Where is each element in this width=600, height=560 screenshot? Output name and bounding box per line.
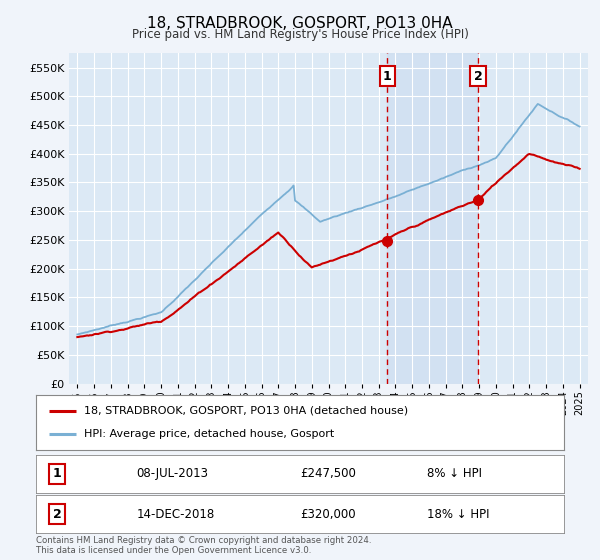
Text: £247,500: £247,500 xyxy=(300,467,356,480)
Text: 18, STRADBROOK, GOSPORT, PO13 0HA: 18, STRADBROOK, GOSPORT, PO13 0HA xyxy=(147,16,453,31)
Text: 1: 1 xyxy=(53,467,61,480)
Text: £320,000: £320,000 xyxy=(300,507,356,521)
Text: 2: 2 xyxy=(474,70,483,83)
Text: 14-DEC-2018: 14-DEC-2018 xyxy=(136,507,215,521)
Text: Price paid vs. HM Land Registry's House Price Index (HPI): Price paid vs. HM Land Registry's House … xyxy=(131,28,469,41)
Text: 18, STRADBROOK, GOSPORT, PO13 0HA (detached house): 18, STRADBROOK, GOSPORT, PO13 0HA (detac… xyxy=(83,405,407,416)
Text: 8% ↓ HPI: 8% ↓ HPI xyxy=(427,467,482,480)
Text: 18% ↓ HPI: 18% ↓ HPI xyxy=(427,507,489,521)
Text: Contains HM Land Registry data © Crown copyright and database right 2024.
This d: Contains HM Land Registry data © Crown c… xyxy=(36,536,371,556)
Text: HPI: Average price, detached house, Gosport: HPI: Average price, detached house, Gosp… xyxy=(83,429,334,439)
Text: 2: 2 xyxy=(53,507,61,521)
Bar xyxy=(388,53,478,384)
Text: 1: 1 xyxy=(383,70,392,83)
Text: 08-JUL-2013: 08-JUL-2013 xyxy=(136,467,208,480)
